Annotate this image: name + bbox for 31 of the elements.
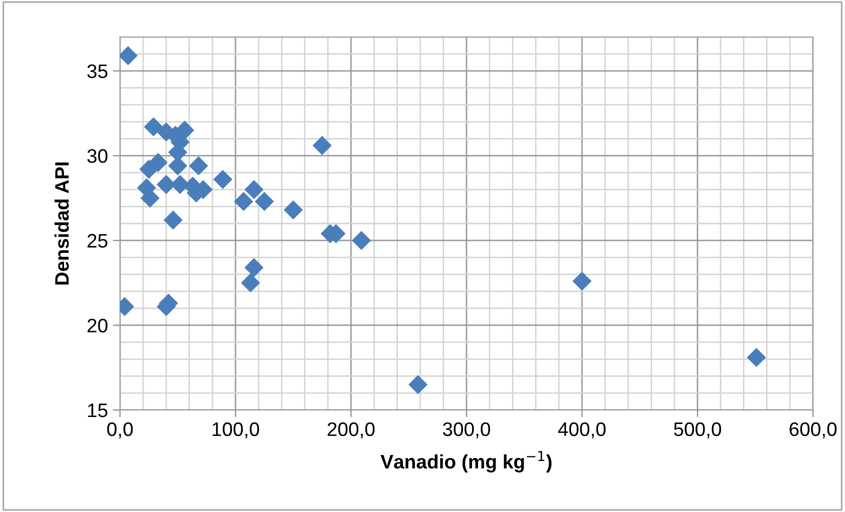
- point: [312, 136, 332, 156]
- y-tick-label: 15: [88, 404, 108, 418]
- point: [188, 156, 208, 176]
- point: [284, 200, 303, 220]
- x-tick-label: 500,0: [674, 422, 722, 438]
- x-tick-label: 200,0: [328, 422, 375, 438]
- y-axis-title: Densidad API: [54, 162, 69, 284]
- point: [120, 46, 138, 66]
- x-tick-label: 400,0: [558, 422, 606, 438]
- point: [144, 117, 164, 136]
- point: [234, 192, 254, 212]
- y-tick-label: 35: [87, 64, 108, 78]
- x-tick-label: 100,0: [212, 422, 260, 438]
- point: [352, 230, 371, 250]
- point: [148, 152, 168, 172]
- y-tick-label: 30: [87, 149, 108, 163]
- point: [572, 272, 592, 291]
- point: [254, 192, 274, 212]
- point: [240, 273, 260, 292]
- point: [244, 180, 264, 200]
- x-axis-title: Vanadio (mg kg$^{−1}$): [380, 451, 552, 473]
- point: [746, 348, 766, 368]
- x-tick-label: 300,0: [442, 422, 490, 438]
- point: [213, 170, 232, 189]
- point: [244, 258, 264, 278]
- y-tick-label: 20: [88, 318, 108, 332]
- x-tick-label: 0,0: [107, 422, 133, 438]
- point: [408, 374, 428, 394]
- y-tick-label: 25: [88, 234, 108, 248]
- x-tick-label: 600,0: [790, 422, 837, 438]
- point: [164, 210, 183, 230]
